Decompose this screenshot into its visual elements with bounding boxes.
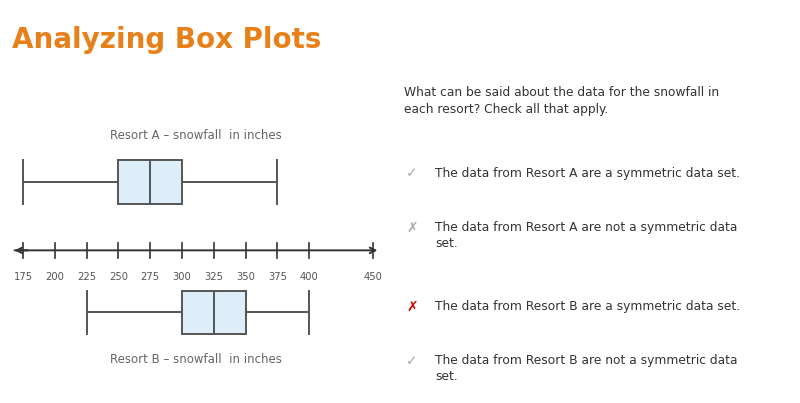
Text: The data from Resort B are a symmetric data set.: The data from Resort B are a symmetric d… [435, 299, 741, 313]
Text: Resort B – snowfall  in inches: Resort B – snowfall in inches [110, 353, 282, 366]
Text: 225: 225 [77, 272, 96, 282]
Text: 275: 275 [141, 272, 160, 282]
Text: The data from Resort B are not a symmetric data
set.: The data from Resort B are not a symmetr… [435, 354, 738, 383]
Bar [118, 160, 182, 204]
Text: 250: 250 [109, 272, 128, 282]
Text: 175: 175 [14, 272, 33, 282]
Bar [182, 291, 246, 334]
Text: 400: 400 [300, 272, 318, 282]
Text: 200: 200 [46, 272, 64, 282]
Text: 375: 375 [268, 272, 287, 282]
Text: 300: 300 [173, 272, 191, 282]
Text: 325: 325 [204, 272, 223, 282]
Text: Resort A – snowfall  in inches: Resort A – snowfall in inches [110, 129, 282, 142]
Text: Analyzing Box Plots: Analyzing Box Plots [12, 26, 322, 54]
Text: ✓: ✓ [406, 166, 418, 181]
Text: ✓: ✓ [406, 354, 418, 368]
Text: The data from Resort A are not a symmetric data
set.: The data from Resort A are not a symmetr… [435, 221, 738, 250]
Text: 450: 450 [363, 272, 382, 282]
Text: The data from Resort A are a symmetric data set.: The data from Resort A are a symmetric d… [435, 166, 740, 180]
Text: ✗: ✗ [406, 221, 418, 235]
Text: What can be said about the data for the snowfall in
each resort? Check all that : What can be said about the data for the … [404, 86, 719, 116]
Text: ✗: ✗ [406, 299, 418, 314]
Text: 350: 350 [236, 272, 255, 282]
